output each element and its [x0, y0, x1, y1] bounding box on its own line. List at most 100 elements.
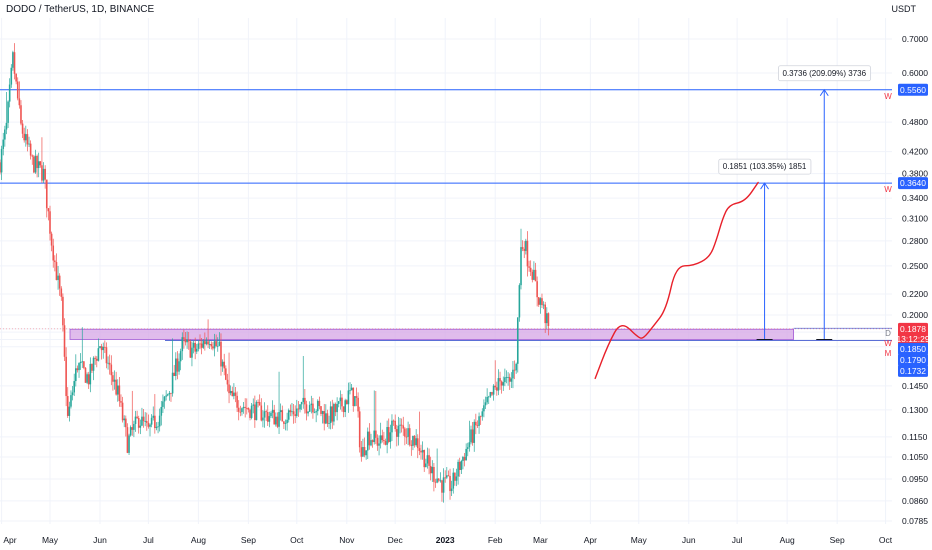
candle-body — [504, 377, 506, 383]
candle-body — [446, 475, 448, 478]
candle-body — [63, 325, 66, 357]
candle-body — [79, 361, 82, 364]
candle-body — [216, 345, 219, 347]
candle-body — [18, 98, 21, 106]
candle-body — [123, 418, 126, 421]
candle-body — [541, 298, 543, 306]
candle-body — [70, 395, 72, 407]
candle-body — [476, 425, 479, 427]
candle-body — [478, 416, 480, 426]
candle-body — [500, 381, 503, 386]
candle-body — [455, 476, 458, 481]
y-tick-label: 0.0860 — [902, 496, 928, 506]
candle-body — [163, 396, 166, 402]
candle-body — [433, 466, 435, 482]
candle-countdown-tag-bg — [898, 332, 928, 345]
y-tick-label: 0.3400 — [902, 193, 928, 203]
candle-body — [270, 412, 272, 417]
x-tick-label: Feb — [488, 535, 503, 545]
candle-body — [308, 405, 311, 412]
candle-body — [113, 379, 116, 382]
candle-body — [318, 400, 321, 407]
y-tick-label: 0.1450 — [902, 381, 928, 391]
candle-body — [202, 341, 205, 348]
candle-body — [452, 472, 455, 489]
candle-body — [144, 421, 146, 422]
candle-body — [210, 344, 213, 347]
candle-body — [528, 266, 530, 268]
x-tick-label: Sep — [241, 535, 256, 545]
candle-body — [250, 405, 253, 418]
candle-body — [286, 419, 288, 424]
candle-body — [496, 387, 498, 391]
candle-body — [444, 477, 446, 479]
candle-body — [415, 438, 417, 446]
candle-body — [465, 448, 467, 461]
candle-body — [363, 447, 366, 456]
candle-body — [86, 374, 88, 383]
candle-body — [416, 438, 419, 449]
candle-body — [307, 411, 309, 414]
candle-body — [299, 404, 301, 410]
candle-body — [65, 356, 67, 397]
candle-body — [383, 440, 385, 442]
symbol-title: DODO / TetherUS, 1D, BINANCE — [6, 4, 155, 15]
candle-body — [355, 396, 358, 398]
x-tick-label: Nov — [339, 535, 355, 545]
candle-body — [204, 341, 206, 345]
candle-body — [502, 382, 505, 386]
candle-body — [396, 429, 398, 437]
measurement-label: 0.1851 (103.35%) 1851 — [723, 162, 807, 171]
candle-body — [242, 406, 245, 409]
candle-body — [95, 358, 98, 361]
candle-body — [384, 441, 387, 445]
candle-body — [110, 364, 113, 376]
y-tick-label: 0.3100 — [902, 213, 928, 223]
x-tick-label: Sep — [830, 535, 845, 545]
candle-body — [149, 424, 151, 427]
candle-body — [425, 463, 427, 468]
candle-body — [178, 361, 180, 372]
candle-body — [431, 466, 434, 474]
candle-body — [397, 425, 400, 437]
candle-body — [29, 143, 32, 156]
y-tick-label: 0.3800 — [902, 169, 928, 179]
y-tick-label: 0.2800 — [902, 236, 928, 246]
candle-body — [325, 413, 327, 424]
candle-body — [281, 410, 284, 422]
candle-body — [5, 122, 8, 130]
candle-body — [505, 377, 508, 378]
candle-body — [139, 425, 142, 428]
candle-body — [239, 411, 242, 413]
x-tick-label: Dec — [388, 535, 404, 545]
candle-body — [271, 409, 274, 413]
candle-body — [542, 304, 545, 306]
candle-body — [12, 52, 14, 68]
candle-body — [47, 208, 50, 212]
candle-body — [508, 376, 511, 382]
support-zone — [69, 328, 795, 340]
candle-body — [487, 396, 490, 398]
candle-body — [23, 133, 25, 141]
candle-body — [512, 369, 514, 379]
candle-body — [258, 402, 261, 406]
candle-body — [166, 394, 169, 396]
candle-body — [99, 346, 101, 349]
candle-body — [457, 461, 459, 477]
candle-body — [195, 348, 198, 352]
x-tick-label: Aug — [191, 535, 206, 545]
projection-drawing — [594, 181, 759, 380]
candle-body — [263, 411, 266, 418]
candle-body — [546, 313, 548, 324]
candle-body — [484, 402, 487, 406]
candle-body — [331, 406, 334, 422]
candle-body — [458, 461, 461, 470]
candle-body — [118, 385, 121, 402]
candle-body — [492, 385, 495, 395]
candle-body — [44, 168, 46, 180]
candle-body — [33, 156, 35, 173]
candle-body — [449, 476, 451, 492]
candle-body — [207, 341, 209, 345]
